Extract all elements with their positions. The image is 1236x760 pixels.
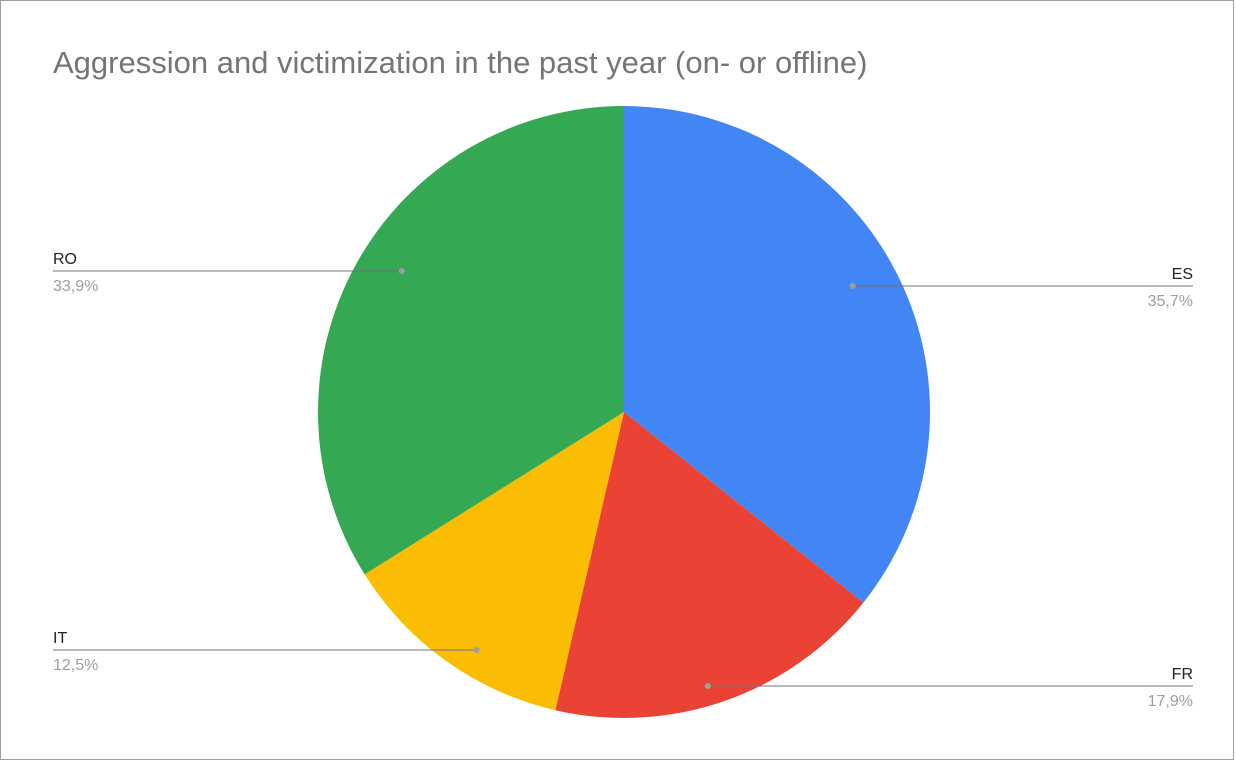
slice-percent-es: 35,7% [1148, 293, 1193, 310]
leader-dot-ro [398, 268, 405, 274]
slice-percent-it: 12,5% [53, 657, 98, 674]
pie-slice-es [624, 106, 930, 603]
slice-label-fr: FR [1172, 666, 1193, 683]
pie-slice-fr [555, 412, 864, 718]
chart-title: Aggression and victimization in the past… [53, 45, 868, 80]
pie-slice-ro [318, 106, 624, 575]
pie-slice-it [364, 412, 624, 711]
slice-percent-fr: 17,9% [1148, 693, 1193, 710]
leader-dot-fr [704, 683, 711, 689]
slice-label-it: IT [53, 630, 67, 647]
slice-label-es: ES [1172, 266, 1193, 283]
leader-dot-es [849, 283, 856, 289]
slice-percent-ro: 33,9% [53, 278, 98, 295]
slice-label-ro: RO [53, 251, 77, 268]
leader-dot-it [473, 647, 480, 653]
